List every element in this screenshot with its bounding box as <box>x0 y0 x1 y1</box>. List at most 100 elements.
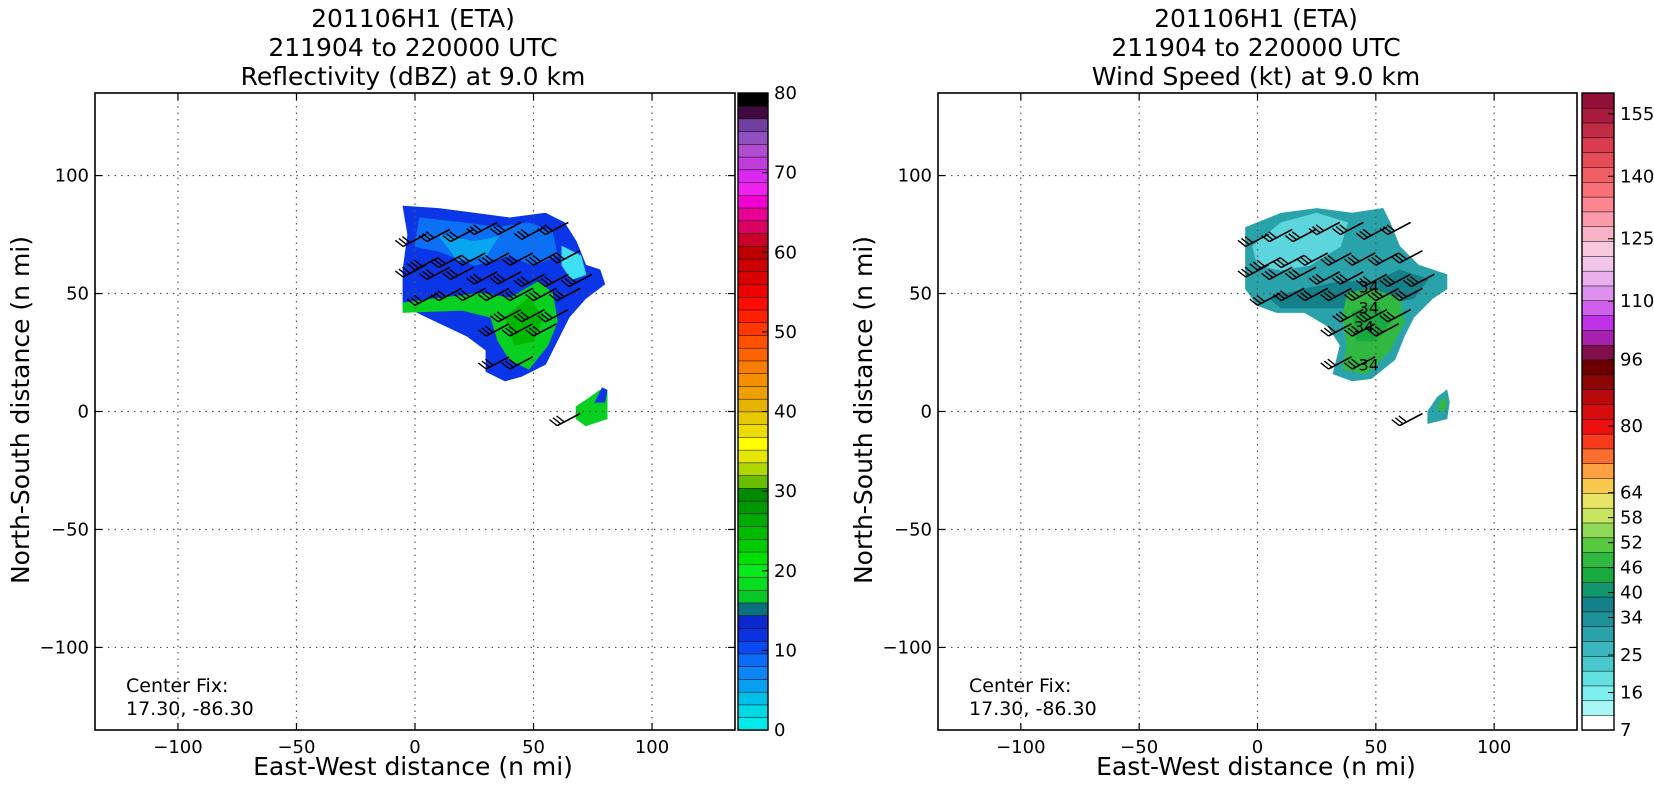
panel-title-line-1: 201106H1 (ETA) <box>311 4 515 33</box>
colorbar-segment <box>1581 611 1615 627</box>
colorbar-segment <box>1581 166 1615 183</box>
colorbar-segment <box>1581 359 1615 376</box>
colorbar-segment <box>737 538 769 553</box>
colorbar-segment <box>737 373 769 387</box>
center-fix-value: 17.30, -86.30 <box>969 698 1097 720</box>
wind-barb <box>1273 287 1305 302</box>
wind-barb <box>489 271 522 285</box>
wind-barb <box>501 287 534 302</box>
colorbar-segment <box>737 500 769 515</box>
colorbar-segment <box>737 220 769 234</box>
wind-barb <box>1261 266 1293 281</box>
colorbar-tick-label: 40 <box>774 402 797 423</box>
wind-barb <box>394 264 427 278</box>
colorbar-segment <box>1581 389 1615 405</box>
wind-barb <box>1332 221 1364 236</box>
colorbar-segment <box>737 436 769 451</box>
wind-barb <box>1296 287 1329 302</box>
colorbar-segment <box>1581 285 1615 302</box>
wind-barb <box>1344 287 1376 302</box>
wind-barb <box>1237 264 1270 278</box>
panel-title-line-2: 211904 to 220000 UTC <box>1111 33 1400 62</box>
colorbar-segment <box>737 322 769 336</box>
colorbar-segment <box>737 258 769 273</box>
x-axis-label: East-West distance (n mi) <box>1096 752 1416 781</box>
colorbar-tick-label: 80 <box>774 83 797 104</box>
colorbar-tick-label: 46 <box>1620 558 1643 579</box>
wind-barb <box>1391 249 1423 264</box>
colorbar-tick-label: 20 <box>774 561 797 582</box>
wind-barb <box>1344 323 1376 337</box>
colorbar-tick-label: 155 <box>1620 104 1654 125</box>
y-tick-label: 100 <box>898 166 932 187</box>
colorbar-segment <box>1581 403 1615 420</box>
y-tick-label: −50 <box>894 519 932 540</box>
y-axis-label: North-South distance (n mi) <box>849 236 878 584</box>
wind-barb <box>477 252 510 266</box>
contour-label: 34 <box>1359 277 1379 296</box>
panel-title-line-3: Reflectivity (dBZ) at 9.0 km <box>241 62 586 91</box>
colorbar-tick-label: 7 <box>1620 720 1631 741</box>
colorbar-segment <box>1581 670 1615 687</box>
wind-barb <box>1391 412 1423 427</box>
wind-barb <box>1367 287 1400 302</box>
wind-barb <box>466 221 498 236</box>
colorbar-tick-label: 110 <box>1620 291 1654 312</box>
wind-barb <box>1261 228 1293 243</box>
wind-barb <box>418 228 451 243</box>
colorbar-segment <box>737 691 769 706</box>
wind-barb <box>1332 271 1364 285</box>
colorbar-segment <box>1581 137 1615 153</box>
wind-barb <box>1367 323 1400 337</box>
colorbar-segment <box>737 169 769 183</box>
x-tick-label: 50 <box>522 737 545 758</box>
wind-barb <box>1367 252 1400 266</box>
colorbar-segment <box>737 283 769 298</box>
colorbar-segment <box>1581 492 1615 509</box>
wind-barb <box>1296 252 1329 266</box>
colorbar-segment <box>1581 107 1615 124</box>
colorbar-segment <box>737 474 769 489</box>
colorbar-segment <box>737 449 769 464</box>
colorbar-segment <box>1581 700 1615 716</box>
y-tick-label: −100 <box>883 637 932 658</box>
wind-speed-panel: 201106H1 (ETA) 211904 to 220000 UTC Wind… <box>849 4 1654 781</box>
wind-barb <box>513 226 546 241</box>
wind-barb <box>477 287 510 302</box>
wind-barb <box>1379 273 1412 288</box>
wind-barb <box>525 252 557 266</box>
colorbar-segment <box>737 704 769 718</box>
y-axis-label: North-South distance (n mi) <box>6 236 35 584</box>
colorbar-segment <box>1581 152 1615 168</box>
wind-barb <box>430 287 463 302</box>
x-tick-label: 0 <box>409 737 420 758</box>
colorbar-segment <box>737 653 769 667</box>
wind-barb <box>454 252 486 266</box>
colorbar-segment <box>1581 314 1615 331</box>
colorbar-segment <box>737 181 769 196</box>
data-region <box>561 245 587 280</box>
wind-barb <box>501 356 534 370</box>
x-tick-label: −100 <box>996 737 1045 758</box>
colorbar-segment <box>737 398 769 413</box>
wind-barb <box>1391 287 1423 302</box>
colorbar-segment <box>737 627 769 642</box>
colorbar-segment <box>1581 181 1615 198</box>
wind-barb <box>513 308 546 323</box>
colorbar-segment <box>1581 714 1615 731</box>
contour-label: 34 <box>1359 355 1379 374</box>
panel-title-line-2: 211904 to 220000 UTC <box>268 33 557 62</box>
colorbar-frame <box>1581 92 1615 731</box>
colorbar-segment <box>1581 300 1615 316</box>
colorbar-segment <box>1581 537 1615 553</box>
wind-barb <box>549 287 581 302</box>
colorbar-segment <box>737 334 769 349</box>
colorbar-segment <box>737 156 769 171</box>
wind-barb <box>537 308 569 323</box>
colorbar-segment <box>1581 655 1615 672</box>
colorbar-segment <box>737 487 769 502</box>
wind-barb <box>525 287 557 302</box>
wind-barb <box>1273 254 1305 269</box>
colorbar-tick-label: 60 <box>774 242 797 263</box>
